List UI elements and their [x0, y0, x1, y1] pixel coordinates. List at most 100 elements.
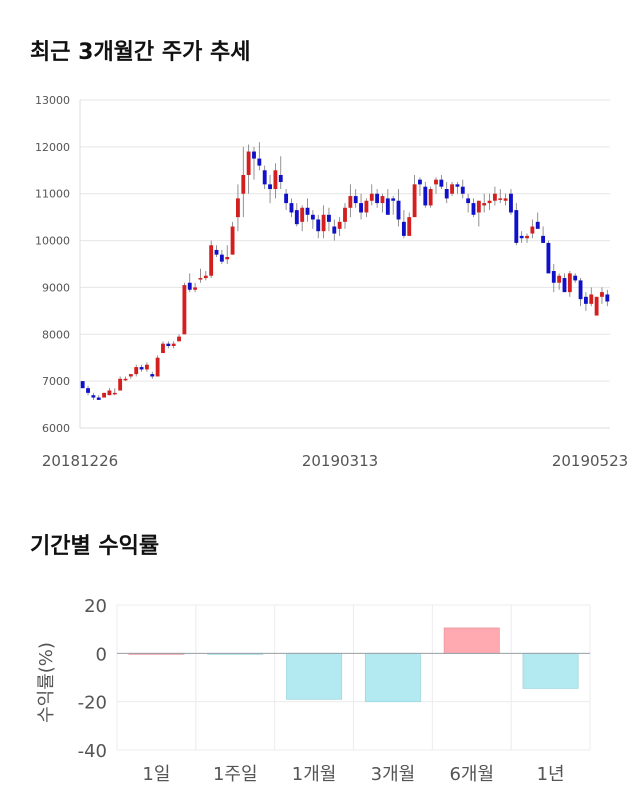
- candle-up: [364, 200, 369, 213]
- candle-up: [273, 170, 278, 190]
- x-tick-label: 1주일: [213, 764, 258, 785]
- candle-down: [562, 278, 567, 293]
- candle-down: [573, 275, 578, 281]
- stock-trend-chart: 13000 12000 11000 10000 9000 8000 7000 6000 2018…: [35, 94, 628, 470]
- candle-down: [444, 189, 449, 199]
- candle-down: [471, 203, 476, 215]
- candle-up: [525, 235, 529, 239]
- candle-up: [171, 343, 176, 346]
- candle-down: [284, 193, 289, 204]
- candle-down: [578, 280, 583, 300]
- candle-up: [236, 198, 240, 218]
- candle-down: [359, 203, 363, 213]
- candle-up: [476, 200, 481, 213]
- candle-down: [305, 207, 310, 215]
- y-tick-label: 9000: [42, 281, 70, 294]
- candle-down: [166, 343, 171, 346]
- candle-up: [155, 357, 160, 377]
- candle-up: [498, 198, 503, 200]
- candle-down: [423, 186, 428, 206]
- candle-up: [102, 392, 107, 398]
- candle-down: [262, 170, 267, 185]
- candle-up: [503, 198, 508, 201]
- y-axis-label: 수익률(%): [36, 642, 57, 723]
- candle-up: [369, 193, 374, 201]
- candle-up: [337, 221, 342, 229]
- y-tick-label: 12000: [35, 141, 70, 154]
- candle-up: [225, 256, 230, 260]
- return-bar: [443, 627, 500, 654]
- candle-down: [514, 210, 519, 243]
- candle-down: [139, 367, 144, 370]
- candle-up: [492, 193, 497, 201]
- candle-up: [407, 217, 412, 236]
- y-tick-label: 6000: [42, 422, 70, 435]
- candle-down: [418, 179, 422, 185]
- candle-up: [128, 374, 133, 377]
- y-tick-label: 0: [96, 644, 107, 665]
- candle-down: [375, 193, 380, 204]
- candle-down: [214, 249, 219, 255]
- candle-up: [487, 200, 492, 204]
- candle-down: [546, 242, 551, 274]
- candle-down: [509, 193, 513, 213]
- x-tick-label: 1개월: [292, 764, 337, 785]
- candle-down: [519, 235, 524, 239]
- candle-down: [327, 214, 331, 222]
- candle-up: [182, 285, 187, 335]
- x-tick-label: 20181226: [42, 452, 118, 470]
- candle-up: [428, 189, 433, 206]
- candle-down: [310, 214, 315, 220]
- return-bar: [522, 652, 579, 689]
- y-tick-label: 13000: [35, 94, 70, 107]
- y-tick-label: 20: [84, 596, 107, 617]
- candle-up: [530, 226, 535, 234]
- candle-down: [541, 235, 546, 243]
- candle-down: [80, 381, 85, 389]
- candle-down: [385, 198, 390, 215]
- candle-up: [161, 343, 165, 354]
- candle-down: [268, 184, 272, 190]
- candle-down: [86, 388, 90, 393]
- candle-down: [391, 198, 396, 201]
- candle-down: [187, 282, 192, 290]
- candle-down: [583, 296, 588, 304]
- x-tick-label: 20190313: [302, 452, 378, 470]
- stock-trend-title: 최근 3개월간 주가 추세: [30, 40, 251, 65]
- candle-up: [348, 196, 353, 208]
- candle-down: [252, 151, 256, 159]
- period-return-title: 기간별 수익률: [30, 534, 160, 559]
- candle-down: [551, 271, 556, 283]
- candle-up: [343, 207, 347, 222]
- candle-down: [219, 254, 224, 262]
- candle-up: [193, 287, 198, 290]
- candle-down: [535, 221, 540, 229]
- candle-down: [257, 158, 262, 166]
- candle-up: [230, 226, 235, 255]
- candle-down: [96, 397, 101, 400]
- candle-up: [300, 207, 305, 222]
- candle-up: [177, 336, 181, 342]
- y-tick-label: 7000: [42, 375, 70, 388]
- x-tick-label: 1년: [537, 764, 565, 785]
- candle-up: [198, 278, 203, 280]
- x-tick-label: 6개월: [449, 764, 494, 785]
- candle-down: [401, 221, 406, 236]
- candle-down: [289, 203, 294, 213]
- candle-up: [594, 296, 599, 316]
- return-bar: [364, 652, 421, 703]
- candle-up: [380, 196, 385, 204]
- candle-up: [134, 367, 139, 375]
- x-tick-label: 20190523: [552, 452, 628, 470]
- candle-up: [112, 392, 117, 395]
- candle-down: [150, 374, 155, 377]
- candle-down: [439, 179, 444, 187]
- y-tick-label: 8000: [42, 328, 70, 341]
- candle-up: [412, 184, 417, 218]
- candle-up: [557, 275, 562, 283]
- candle-down: [278, 174, 283, 182]
- candle-down: [605, 294, 610, 302]
- candle-up: [123, 378, 128, 381]
- candle-up: [241, 174, 246, 194]
